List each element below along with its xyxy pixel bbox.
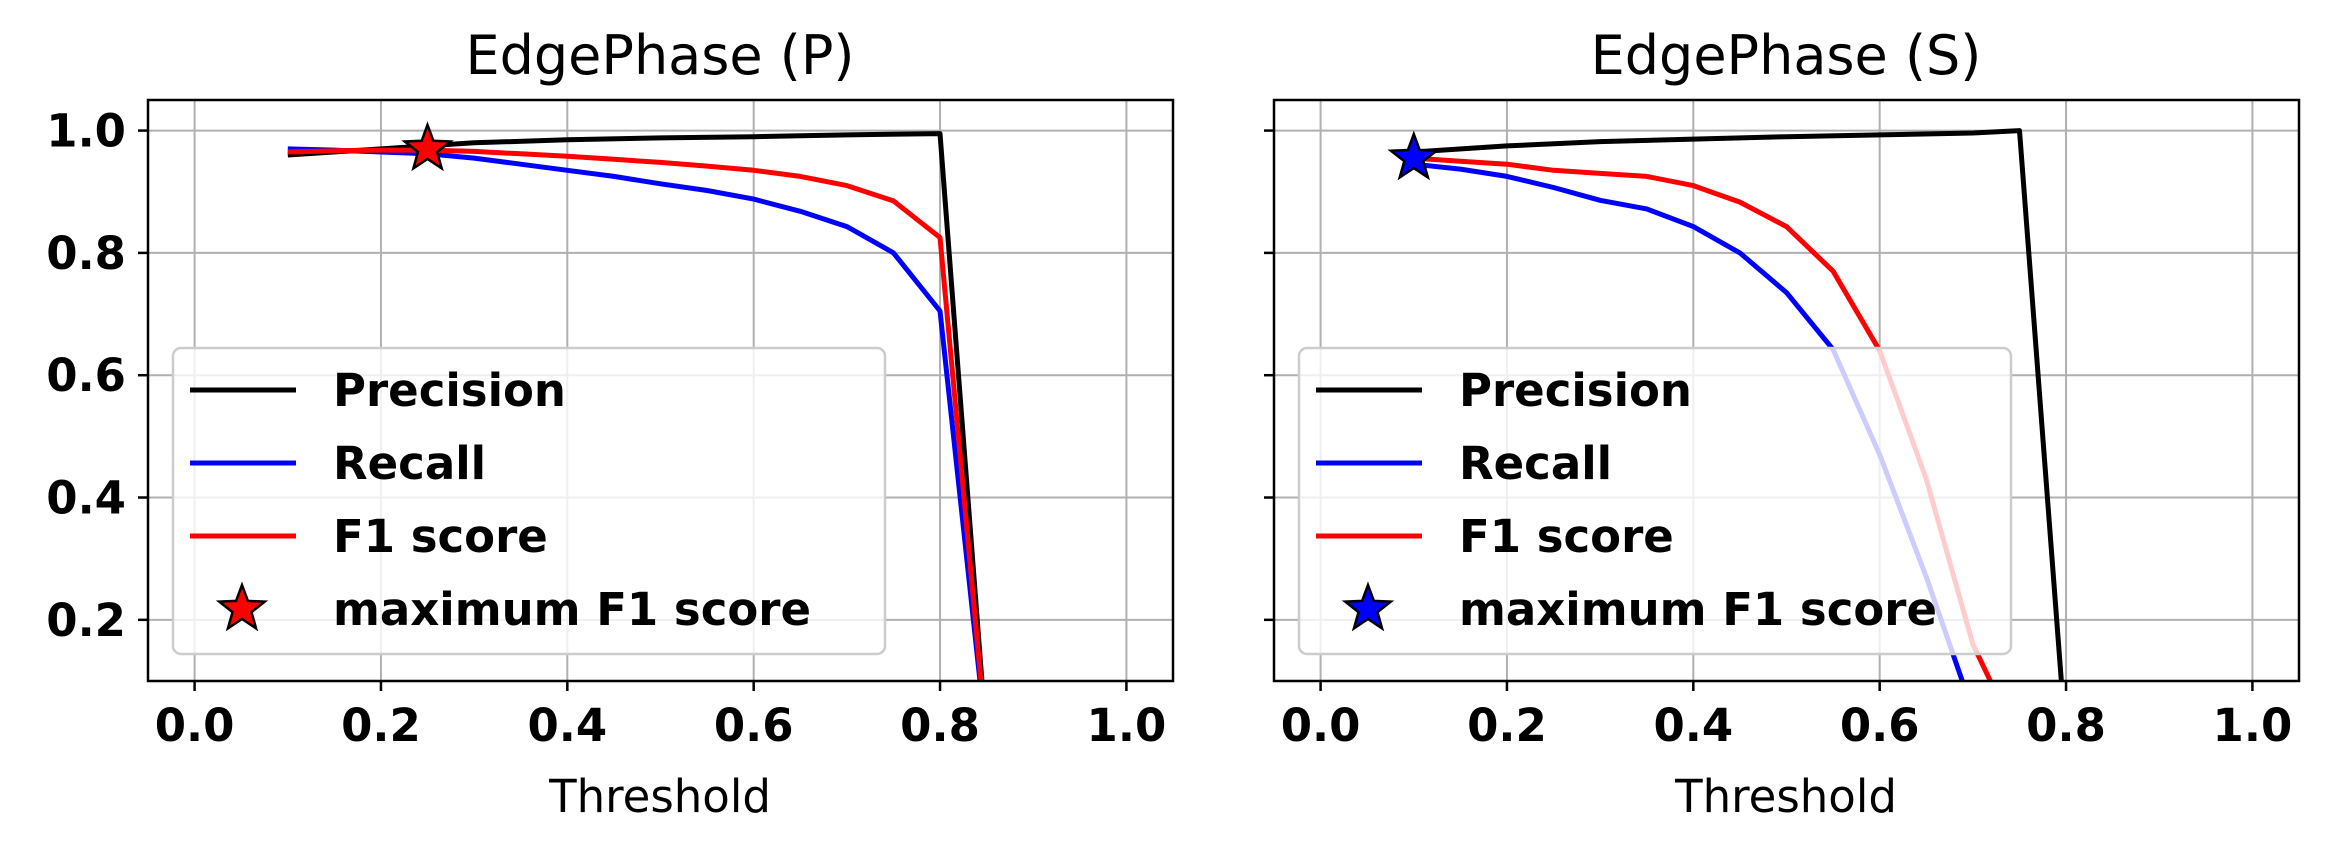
legend-label-f1-score: F1 score (1459, 510, 1674, 563)
legend-label-f1-score: F1 score (333, 510, 548, 563)
plot-frame (1272, 98, 2301, 683)
x-tick-label: 0.4 (1653, 699, 1733, 752)
legend-label-maximum-f1-score: maximum F1 score (1459, 583, 1937, 636)
x-tick-label: 0.0 (1281, 699, 1361, 752)
x-tick-label: 0.8 (2026, 699, 2106, 752)
legend-star-marker (215, 581, 269, 632)
x-tick-label: 1.0 (1087, 699, 1167, 752)
panel-edgephase-s: EdgePhase (S) 0.0 0.2 0.4 0.6 0.8 1.0 Thresho… (1264, 24, 2301, 823)
x-tick-label: 0.2 (341, 699, 421, 752)
legend-star-marker (1341, 581, 1395, 632)
x-axis-label: Threshold (1674, 770, 1897, 823)
y-tick-label: 1.0 (46, 105, 126, 158)
legend-label-recall: Recall (333, 437, 486, 490)
legend-box (1297, 346, 2013, 656)
chart-title: EdgePhase (S) (1591, 24, 1982, 87)
series-line-recall (287, 146, 983, 681)
y-tick-label: 0.6 (46, 349, 126, 402)
legend-label-precision: Precision (333, 364, 566, 417)
series-line-f1-score (287, 147, 984, 681)
axis-ticks: 0.0 0.2 0.4 0.6 0.8 1.0 0.2 0.4 0.6 0.8 1.0 (46, 105, 1166, 752)
x-tick-label: 0.8 (900, 699, 980, 752)
y-tick-label: 0.2 (46, 594, 126, 647)
legend-box (171, 346, 887, 656)
max-f1-star-marker (1387, 130, 1441, 181)
x-tick-label: 1.0 (2213, 699, 2293, 752)
panel-edgephase-p: EdgePhase (P) 0.0 0.2 0.4 0.6 0.8 1.00.20.40.… (46, 24, 1175, 823)
legend-label-maximum-f1-score: maximum F1 score (333, 583, 811, 636)
x-tick-label: 0.6 (1840, 699, 1920, 752)
max-f1-star-marker (401, 121, 454, 172)
legend: Precision Recall F1 score maximum F1 sco… (1297, 346, 2013, 656)
x-tick-label: 0.2 (1467, 699, 1547, 752)
axis-ticks: 0.0 0.2 0.4 0.6 0.8 1.0 (1264, 129, 2293, 752)
x-tick-label: 0.0 (155, 699, 235, 752)
legend-label-recall: Recall (1459, 437, 1612, 490)
x-tick-label: 0.6 (714, 699, 794, 752)
series-line-precision (1413, 128, 2064, 681)
legend: Precision Recall F1 score maximum F1 sco… (171, 346, 887, 656)
plot-lines (287, 121, 985, 681)
plot-frame (146, 98, 1175, 683)
legend-label-precision: Precision (1459, 364, 1692, 417)
y-tick-label: 0.4 (46, 472, 126, 525)
x-axis-label: Threshold (548, 770, 771, 823)
y-tick-label: 0.8 (46, 227, 126, 280)
chart-title: EdgePhase (P) (466, 24, 855, 87)
x-tick-label: 0.4 (527, 699, 607, 752)
